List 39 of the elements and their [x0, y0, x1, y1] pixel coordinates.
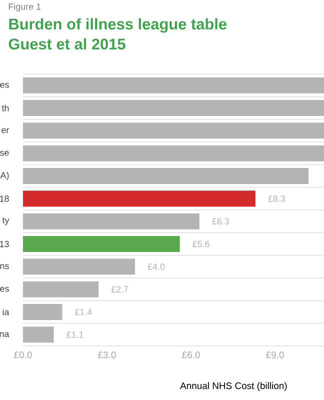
caption: Figure 1 [8, 3, 41, 12]
bar [23, 258, 135, 275]
y-tick-label: es [0, 82, 9, 88]
x-tick-label: £9.0 [266, 352, 284, 358]
x-tick-label: £3.0 [98, 352, 116, 358]
data-label: £1.4 [74, 308, 92, 316]
bar [23, 304, 62, 320]
bar [23, 77, 324, 94]
data-label: £5.6 [192, 240, 210, 248]
chart-subtitle: Guest et al 2015 [8, 38, 126, 50]
data-label: £8.3 [268, 195, 285, 202]
bar [23, 213, 200, 230]
data-label: £1.1 [66, 332, 84, 338]
data-label: £2.7 [111, 286, 128, 292]
x-axis-title: Annual NHS Cost (billion) [180, 382, 287, 391]
bar [23, 168, 309, 184]
y-tick-label: th [2, 104, 9, 112]
y-tick-label: na [0, 332, 10, 338]
bar [23, 122, 324, 139]
bar [23, 100, 324, 116]
x-tick-label: £6.0 [182, 352, 200, 358]
y-tick-label: ty [2, 218, 10, 226]
data-label: £6.3 [212, 218, 229, 225]
y-tick-label: 18 [0, 195, 9, 202]
y-tick-label: ns [0, 264, 9, 270]
y-tick-label: es [0, 286, 9, 292]
y-tick-label: er [2, 128, 10, 134]
x-tick-label: £0.0 [14, 352, 32, 358]
y-tick-label: 13 [0, 240, 9, 248]
bar [23, 145, 324, 162]
y-tick-label: ia [2, 308, 10, 316]
y-tick-label: A) [0, 172, 9, 180]
y-tick-label: se [0, 150, 9, 156]
bar [23, 326, 54, 343]
bar [23, 281, 99, 298]
chart-title: Burden of illness league table [9, 18, 226, 33]
bar [23, 236, 180, 252]
data-label: £4.0 [148, 263, 165, 270]
bar [23, 190, 256, 207]
